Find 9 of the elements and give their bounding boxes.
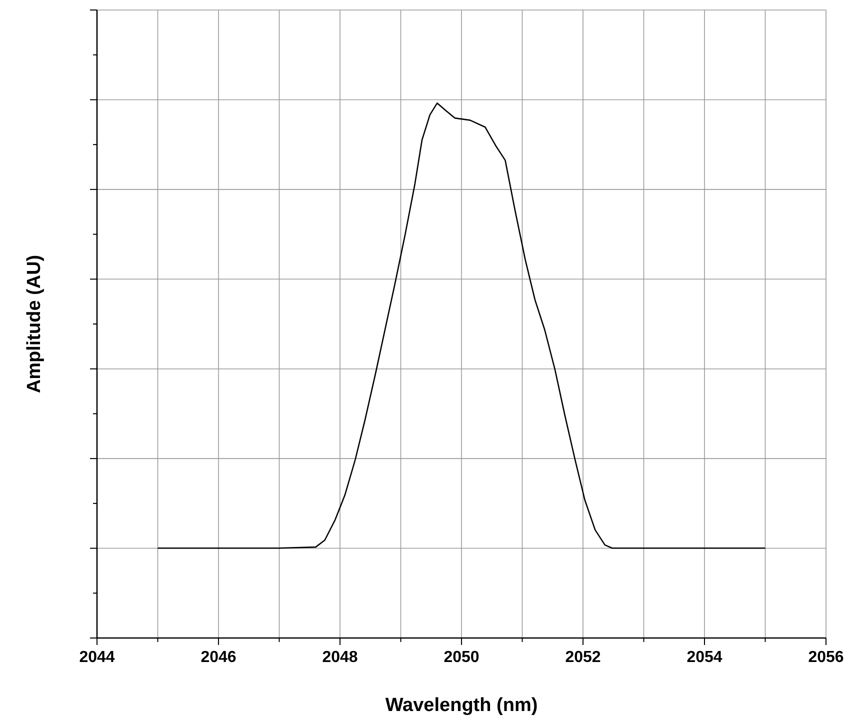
x-tick-label: 2046 [200, 649, 236, 666]
y-axis-title: Amplitude (AU) [24, 254, 45, 394]
x-tick-label: 2056 [808, 649, 844, 666]
x-tick-label: 2048 [322, 649, 358, 666]
x-tick-label: 2054 [686, 649, 722, 666]
x-tick-label: 2044 [79, 649, 115, 666]
x-tick-label: 2050 [444, 649, 480, 666]
x-axis-title: Wavelength (nm) [385, 695, 538, 716]
x-tick-label: 2052 [565, 649, 601, 666]
